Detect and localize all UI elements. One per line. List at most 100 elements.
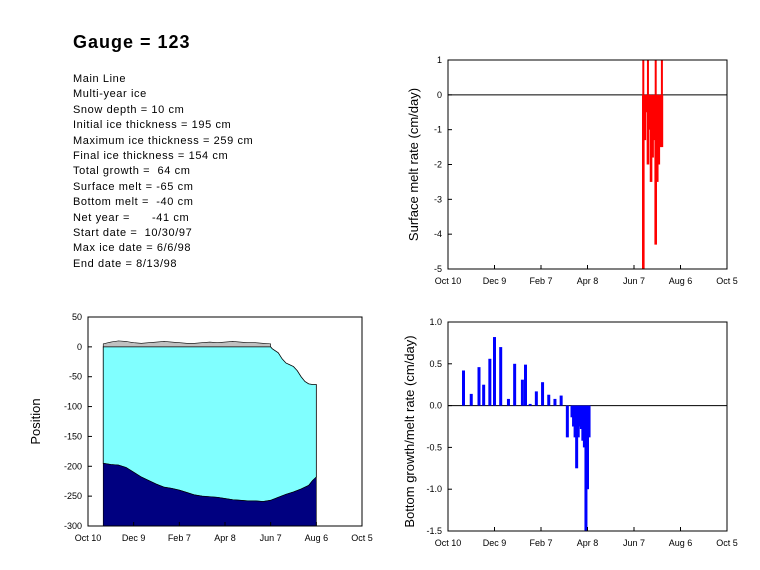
surface-melt-bar [648,94,651,130]
bottom-rate-bar [469,393,473,406]
x-tick-label: Oct 10 [75,533,102,543]
surface-melt-bar [660,94,664,148]
surface-melt-bar [646,94,650,165]
y-axis-label: Position [28,398,43,444]
bottom-rate-bar [477,367,481,406]
info-line: Snow depth = 10 cm [73,103,185,116]
y-tick-label: -150 [64,431,82,441]
x-tick-label: Jun 7 [623,538,645,548]
bottom-rate-bar [579,405,583,430]
surface-melt-bar [642,94,645,269]
info-line: Net year = -41 cm [73,211,190,224]
y-tick-label: -50 [69,372,82,382]
y-tick-label: 0.0 [429,401,442,411]
bottom-rate-bar [584,405,588,531]
info-line: End date = 8/13/98 [73,257,178,270]
chart-title: Gauge = 123 [73,32,191,52]
x-tick-label: Oct 10 [435,276,462,286]
bottom-rate-bar [520,379,524,406]
y-tick-label: -1.0 [426,484,442,494]
bottom-rate-bar [547,394,551,406]
y-tick-label: 50 [72,312,82,322]
surface-melt-bar [659,94,662,148]
x-tick-label: Aug 6 [669,276,693,286]
bottom-rate-bar [499,347,503,406]
y-axis-label: Surface melt rate (cm/day) [406,88,421,241]
bottom-rate-bar [462,370,465,406]
plot-frame [447,59,728,270]
x-tick-label: Apr 8 [214,533,236,543]
y-tick-label: -5 [434,264,442,274]
x-tick-label: Feb 7 [529,538,552,548]
surface-melt-bar [649,94,653,182]
y-tick-label: -0.5 [426,442,442,452]
bottom-rate-bar [534,391,538,406]
bottom-rate-bar [513,363,517,406]
bottom-rate-bar [587,405,591,438]
y-tick-label: -1.5 [426,526,442,536]
surface-melt-bar [643,94,647,141]
bottom-rate-bar [582,405,586,448]
bottom-rate-bar [488,358,492,406]
y-tick-label: -200 [64,461,82,471]
y-tick-label: -100 [64,402,82,412]
x-tick-label: Dec 9 [483,538,507,548]
x-tick-label: Oct 5 [351,533,373,543]
x-tick-label: Feb 7 [529,276,552,286]
y-tick-label: 0 [77,342,82,352]
bottom-rate-bar [578,405,582,427]
x-tick-label: Dec 9 [122,533,146,543]
bottom-rate-bar [565,405,569,438]
bottom-rate-bar [482,384,486,406]
y-tick-label: 0.5 [429,359,442,369]
x-tick-label: Aug 6 [305,533,329,543]
surface-melt-bar [642,60,645,95]
snow-area [102,340,271,348]
x-tick-label: Apr 8 [577,276,599,286]
info-line: Multi-year ice [73,88,147,101]
surface-melt-bar [645,94,648,113]
x-tick-label: Feb 7 [168,533,191,543]
surface-melt-bar [654,94,657,245]
y-tick-label: 1.0 [429,317,442,327]
surface-melt-bar [657,94,661,165]
bottom-rate-bar [570,405,574,418]
bottom-rate-bar [573,405,577,438]
x-tick-label: Oct 5 [716,276,738,286]
surface-melt-bar [646,60,649,95]
ice-bottom-area [102,462,317,527]
info-line: Maximum ice thickness = 259 cm [73,134,254,147]
surface-melt-bar [652,94,656,141]
y-tick-label: -3 [434,194,442,204]
y-axis-label: Bottom growth/melt rate (cm/day) [402,335,417,527]
y-tick-label: -2 [434,160,442,170]
bottom-rate-bar [541,382,545,406]
bottom-rate-bar [493,337,496,406]
surface-melt-bar [660,60,663,95]
y-tick-label: -250 [64,491,82,501]
x-tick-label: Aug 6 [669,538,693,548]
x-tick-label: Oct 10 [435,538,462,548]
surface-melt-bar [654,60,657,95]
bottom-rate-bar [586,405,589,490]
info-line: Max ice date = 6/6/98 [73,242,192,255]
surface-melt-bar [651,94,654,158]
bottom-rate-bar [524,364,527,406]
x-tick-label: Jun 7 [623,276,645,286]
y-tick-label: -4 [434,229,442,239]
y-tick-label: -300 [64,521,82,531]
info-line: Initial ice thickness = 195 cm [73,119,232,132]
x-tick-label: Jun 7 [260,533,282,543]
y-tick-label: 0 [437,90,442,100]
surface-melt-bar [655,94,659,182]
x-tick-label: Dec 9 [483,276,507,286]
info-line: Bottom melt = -40 cm [73,196,194,209]
x-tick-label: Oct 5 [716,538,738,548]
info-line: Total growth = 64 cm [73,165,191,178]
info-line: Surface melt = -65 cm [73,180,194,193]
y-tick-label: 1 [437,55,442,65]
bottom-rate-bar [581,405,585,441]
bottom-rate-bar [572,405,576,427]
bottom-rate-bar [528,403,532,406]
bottom-rate-bar [553,398,557,406]
